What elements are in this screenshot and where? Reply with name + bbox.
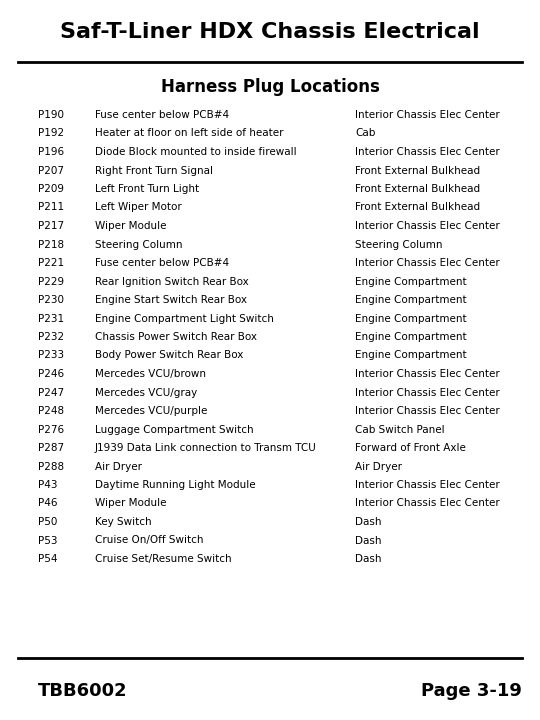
Text: P230: P230 bbox=[38, 295, 64, 305]
Text: Front External Bulkhead: Front External Bulkhead bbox=[355, 184, 480, 194]
Text: Wiper Module: Wiper Module bbox=[95, 221, 166, 231]
Text: Interior Chassis Elec Center: Interior Chassis Elec Center bbox=[355, 221, 500, 231]
Text: Cruise On/Off Switch: Cruise On/Off Switch bbox=[95, 536, 204, 546]
Text: Interior Chassis Elec Center: Interior Chassis Elec Center bbox=[355, 498, 500, 508]
Text: Fuse center below PCB#4: Fuse center below PCB#4 bbox=[95, 258, 229, 268]
Text: P54: P54 bbox=[38, 554, 57, 564]
Text: Engine Start Switch Rear Box: Engine Start Switch Rear Box bbox=[95, 295, 247, 305]
Text: Cab: Cab bbox=[355, 128, 375, 138]
Text: Harness Plug Locations: Harness Plug Locations bbox=[160, 78, 380, 96]
Text: Dash: Dash bbox=[355, 536, 381, 546]
Text: Interior Chassis Elec Center: Interior Chassis Elec Center bbox=[355, 480, 500, 490]
Text: Air Dryer: Air Dryer bbox=[95, 462, 142, 472]
Text: Diode Block mounted to inside firewall: Diode Block mounted to inside firewall bbox=[95, 147, 296, 157]
Text: P246: P246 bbox=[38, 369, 64, 379]
Text: Heater at floor on left side of heater: Heater at floor on left side of heater bbox=[95, 128, 284, 138]
Text: Interior Chassis Elec Center: Interior Chassis Elec Center bbox=[355, 406, 500, 416]
Text: Engine Compartment: Engine Compartment bbox=[355, 332, 467, 342]
Text: Engine Compartment: Engine Compartment bbox=[355, 313, 467, 323]
Text: Interior Chassis Elec Center: Interior Chassis Elec Center bbox=[355, 147, 500, 157]
Text: Engine Compartment: Engine Compartment bbox=[355, 295, 467, 305]
Text: Engine Compartment Light Switch: Engine Compartment Light Switch bbox=[95, 313, 274, 323]
Text: Front External Bulkhead: Front External Bulkhead bbox=[355, 202, 480, 212]
Text: P276: P276 bbox=[38, 425, 64, 434]
Text: P247: P247 bbox=[38, 387, 64, 397]
Text: Left Wiper Motor: Left Wiper Motor bbox=[95, 202, 182, 212]
Text: P233: P233 bbox=[38, 351, 64, 361]
Text: P190: P190 bbox=[38, 110, 64, 120]
Text: P207: P207 bbox=[38, 166, 64, 176]
Text: P221: P221 bbox=[38, 258, 64, 268]
Text: P229: P229 bbox=[38, 276, 64, 287]
Text: P209: P209 bbox=[38, 184, 64, 194]
Text: P232: P232 bbox=[38, 332, 64, 342]
Text: Cruise Set/Resume Switch: Cruise Set/Resume Switch bbox=[95, 554, 232, 564]
Text: TBB6002: TBB6002 bbox=[38, 682, 127, 700]
Text: P211: P211 bbox=[38, 202, 64, 212]
Text: Interior Chassis Elec Center: Interior Chassis Elec Center bbox=[355, 387, 500, 397]
Text: Dash: Dash bbox=[355, 554, 381, 564]
Text: Interior Chassis Elec Center: Interior Chassis Elec Center bbox=[355, 258, 500, 268]
Text: P231: P231 bbox=[38, 313, 64, 323]
Text: Chassis Power Switch Rear Box: Chassis Power Switch Rear Box bbox=[95, 332, 257, 342]
Text: P43: P43 bbox=[38, 480, 57, 490]
Text: P46: P46 bbox=[38, 498, 57, 508]
Text: Saf-T-Liner HDX Chassis Electrical: Saf-T-Liner HDX Chassis Electrical bbox=[60, 22, 480, 42]
Text: Mercedes VCU/purple: Mercedes VCU/purple bbox=[95, 406, 207, 416]
Text: Right Front Turn Signal: Right Front Turn Signal bbox=[95, 166, 213, 176]
Text: Mercedes VCU/gray: Mercedes VCU/gray bbox=[95, 387, 197, 397]
Text: Fuse center below PCB#4: Fuse center below PCB#4 bbox=[95, 110, 229, 120]
Text: Mercedes VCU/brown: Mercedes VCU/brown bbox=[95, 369, 206, 379]
Text: P288: P288 bbox=[38, 462, 64, 472]
Text: Daytime Running Light Module: Daytime Running Light Module bbox=[95, 480, 255, 490]
Text: Rear Ignition Switch Rear Box: Rear Ignition Switch Rear Box bbox=[95, 276, 249, 287]
Text: Page 3-19: Page 3-19 bbox=[421, 682, 522, 700]
Text: P218: P218 bbox=[38, 240, 64, 250]
Text: Luggage Compartment Switch: Luggage Compartment Switch bbox=[95, 425, 254, 434]
Text: Interior Chassis Elec Center: Interior Chassis Elec Center bbox=[355, 369, 500, 379]
Text: Cab Switch Panel: Cab Switch Panel bbox=[355, 425, 444, 434]
Text: P53: P53 bbox=[38, 536, 57, 546]
Text: J1939 Data Link connection to Transm TCU: J1939 Data Link connection to Transm TCU bbox=[95, 443, 317, 453]
Text: Interior Chassis Elec Center: Interior Chassis Elec Center bbox=[355, 110, 500, 120]
Text: Left Front Turn Light: Left Front Turn Light bbox=[95, 184, 199, 194]
Text: Body Power Switch Rear Box: Body Power Switch Rear Box bbox=[95, 351, 244, 361]
Text: Dash: Dash bbox=[355, 517, 381, 527]
Text: Steering Column: Steering Column bbox=[355, 240, 442, 250]
Text: Engine Compartment: Engine Compartment bbox=[355, 351, 467, 361]
Text: P192: P192 bbox=[38, 128, 64, 138]
Text: P196: P196 bbox=[38, 147, 64, 157]
Text: Steering Column: Steering Column bbox=[95, 240, 183, 250]
Text: P287: P287 bbox=[38, 443, 64, 453]
Text: Engine Compartment: Engine Compartment bbox=[355, 276, 467, 287]
Text: Front External Bulkhead: Front External Bulkhead bbox=[355, 166, 480, 176]
Text: Wiper Module: Wiper Module bbox=[95, 498, 166, 508]
Text: P248: P248 bbox=[38, 406, 64, 416]
Text: P217: P217 bbox=[38, 221, 64, 231]
Text: Forward of Front Axle: Forward of Front Axle bbox=[355, 443, 466, 453]
Text: P50: P50 bbox=[38, 517, 57, 527]
Text: Air Dryer: Air Dryer bbox=[355, 462, 402, 472]
Text: Key Switch: Key Switch bbox=[95, 517, 152, 527]
